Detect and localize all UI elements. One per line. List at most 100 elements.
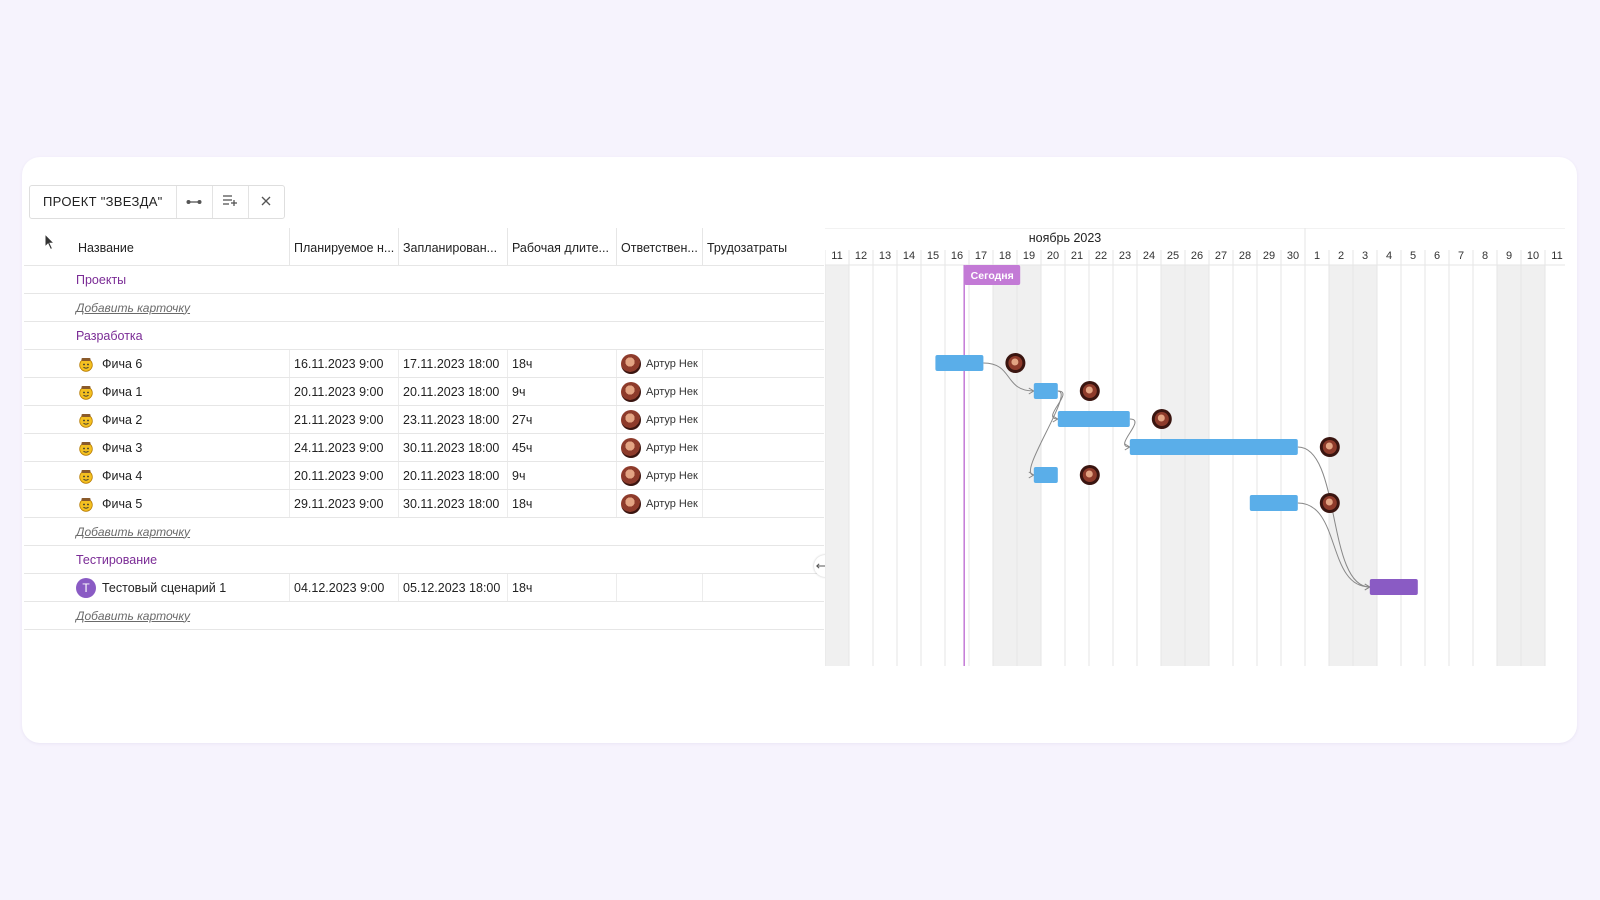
assignee-name: Артур Нек xyxy=(646,497,698,510)
task-start[interactable]: 16.11.2023 9:00 xyxy=(290,350,399,377)
day-label: 26 xyxy=(1191,250,1203,262)
task-duration[interactable]: 18ч xyxy=(508,350,617,377)
task-assignee-cell[interactable]: Артур Нек xyxy=(617,434,703,461)
task-end[interactable]: 30.11.2023 18:00 xyxy=(399,434,508,461)
task-duration[interactable]: 18ч xyxy=(508,574,617,601)
link-button[interactable] xyxy=(177,186,213,218)
table-row[interactable]: Фича 6 16.11.2023 9:00 17.11.2023 18:00 … xyxy=(24,350,824,378)
group-row-testing[interactable]: Тестирование xyxy=(24,546,824,574)
task-start[interactable]: 20.11.2023 9:00 xyxy=(290,462,399,489)
task-end[interactable]: 05.12.2023 18:00 xyxy=(399,574,508,601)
table-row[interactable]: Т Тестовый сценарий 1 04.12.2023 9:00 05… xyxy=(24,574,824,602)
weekend-column xyxy=(1161,265,1185,666)
task-effort[interactable] xyxy=(703,378,824,405)
task-duration[interactable]: 9ч xyxy=(508,462,617,489)
add-card-link[interactable]: Добавить карточку xyxy=(76,300,191,315)
task-bar[interactable] xyxy=(1033,467,1058,483)
group-row-projects[interactable]: Проекты xyxy=(24,266,824,294)
task-end[interactable]: 23.11.2023 18:00 xyxy=(399,406,508,433)
add-card-link[interactable]: Добавить карточку xyxy=(76,524,191,539)
add-row-button[interactable] xyxy=(213,186,249,218)
project-title[interactable]: ПРОЕКТ "ЗВЕЗДА" xyxy=(30,186,177,218)
task-end[interactable]: 20.11.2023 18:00 xyxy=(399,462,508,489)
task-end[interactable]: 20.11.2023 18:00 xyxy=(399,378,508,405)
add-row-icon xyxy=(222,193,238,211)
task-effort[interactable] xyxy=(703,406,824,433)
weekend-column xyxy=(1521,265,1545,666)
task-end[interactable]: 30.11.2023 18:00 xyxy=(399,490,508,517)
column-header-planned-start[interactable]: Планируемое н... xyxy=(290,228,399,265)
task-effort[interactable] xyxy=(703,350,824,377)
avatar xyxy=(621,465,641,486)
task-duration[interactable]: 18ч xyxy=(508,490,617,517)
avatar xyxy=(621,437,641,458)
task-grid: Название Планируемое н... Запланирован..… xyxy=(24,228,824,630)
task-assignee-cell[interactable]: Артур Нек xyxy=(617,490,703,517)
day-label: 18 xyxy=(999,250,1011,262)
day-label: 25 xyxy=(1167,250,1179,262)
group-row-development[interactable]: Разработка xyxy=(24,322,824,350)
task-start[interactable]: 20.11.2023 9:00 xyxy=(290,378,399,405)
table-row[interactable]: Фича 2 21.11.2023 9:00 23.11.2023 18:00 … xyxy=(24,406,824,434)
day-label: 22 xyxy=(1095,250,1107,262)
task-bar[interactable] xyxy=(1129,439,1298,455)
task-name[interactable]: Фича 1 xyxy=(102,384,143,399)
column-header-assignee[interactable]: Ответствен... xyxy=(617,228,703,265)
task-name[interactable]: Фича 3 xyxy=(102,440,143,455)
task-duration[interactable]: 45ч xyxy=(508,434,617,461)
task-assignee-cell[interactable]: Артур Нек xyxy=(617,462,703,489)
table-row[interactable]: Фича 4 20.11.2023 9:00 20.11.2023 18:00 … xyxy=(24,462,824,490)
day-label: 1 xyxy=(1314,250,1320,262)
day-label: 5 xyxy=(1410,250,1416,262)
task-bar[interactable] xyxy=(1057,411,1130,427)
column-header-effort[interactable]: Трудозатраты xyxy=(707,241,788,255)
day-label: 27 xyxy=(1215,250,1227,262)
task-bar[interactable] xyxy=(1369,579,1418,595)
task-start[interactable]: 21.11.2023 9:00 xyxy=(290,406,399,433)
add-card-row: Добавить карточку xyxy=(24,602,824,630)
task-bar[interactable] xyxy=(1249,495,1298,511)
table-row[interactable]: Фича 3 24.11.2023 9:00 30.11.2023 18:00 … xyxy=(24,434,824,462)
task-avatar: Т xyxy=(76,577,96,598)
task-name[interactable]: Фича 4 xyxy=(102,468,143,483)
task-effort[interactable] xyxy=(703,574,824,601)
weekend-column xyxy=(1353,265,1377,666)
table-row[interactable]: Фича 5 29.11.2023 9:00 30.11.2023 18:00 … xyxy=(24,490,824,518)
month-label: ноябрь 2023 xyxy=(1029,231,1102,245)
column-header-duration[interactable]: Рабочая длите... xyxy=(508,228,617,265)
task-type-icon xyxy=(78,412,94,428)
avatar-face xyxy=(1085,386,1093,394)
add-card-row: Добавить карточку xyxy=(24,518,824,546)
task-start[interactable]: 04.12.2023 9:00 xyxy=(290,574,399,601)
add-card-link[interactable]: Добавить карточку xyxy=(76,608,191,623)
column-header-name[interactable]: Название xyxy=(24,228,290,265)
avatar xyxy=(621,409,641,430)
task-duration[interactable]: 27ч xyxy=(508,406,617,433)
task-effort[interactable] xyxy=(703,462,824,489)
group-label: Разработка xyxy=(76,328,143,343)
task-start[interactable]: 29.11.2023 9:00 xyxy=(290,490,399,517)
column-header-planned-end[interactable]: Запланирован... xyxy=(399,228,508,265)
task-assignee-cell[interactable]: Артур Нек xyxy=(617,350,703,377)
close-button[interactable] xyxy=(249,186,284,218)
task-name[interactable]: Фича 5 xyxy=(102,496,143,511)
task-assignee[interactable] xyxy=(617,574,703,601)
task-end[interactable]: 17.11.2023 18:00 xyxy=(399,350,508,377)
avatar-face xyxy=(1157,414,1165,422)
task-assignee-cell[interactable]: Артур Нек xyxy=(617,406,703,433)
task-start[interactable]: 24.11.2023 9:00 xyxy=(290,434,399,461)
task-assignee-cell[interactable]: Артур Нек xyxy=(617,378,703,405)
task-name[interactable]: Тестовый сценарий 1 xyxy=(102,580,227,595)
task-name[interactable]: Фича 6 xyxy=(102,356,143,371)
task-name[interactable]: Фича 2 xyxy=(102,412,143,427)
task-bar[interactable] xyxy=(1033,383,1058,399)
avatar-face xyxy=(1325,498,1333,506)
task-duration[interactable]: 9ч xyxy=(508,378,617,405)
day-label: 2 xyxy=(1338,250,1344,262)
task-bar[interactable] xyxy=(935,355,984,371)
task-effort[interactable] xyxy=(703,490,824,517)
weekend-column xyxy=(825,265,849,666)
table-row[interactable]: Фича 1 20.11.2023 9:00 20.11.2023 18:00 … xyxy=(24,378,824,406)
add-card-row: Добавить карточку xyxy=(24,294,824,322)
task-effort[interactable] xyxy=(703,434,824,461)
